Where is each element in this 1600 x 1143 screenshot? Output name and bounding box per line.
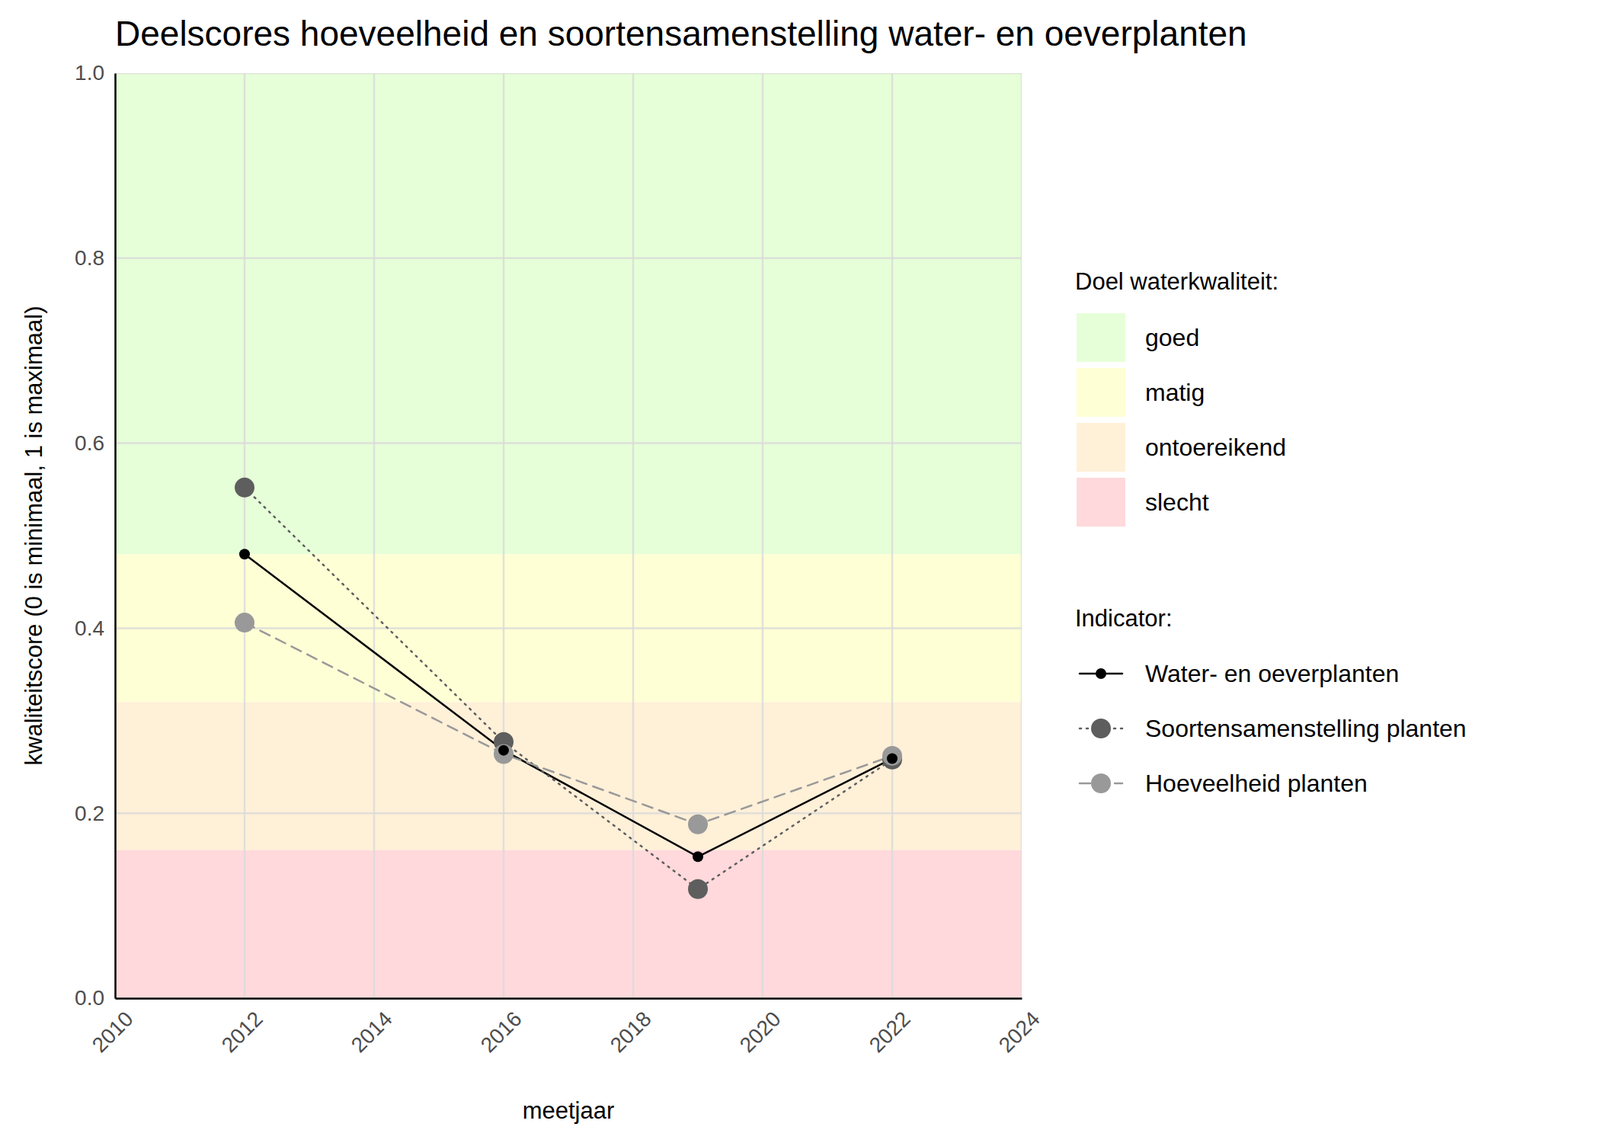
series-point (692, 851, 704, 862)
y-tick-label: 0.0 (74, 985, 105, 1010)
series-point (882, 745, 903, 766)
title: Deelscores hoeveelheid en soortensamenst… (115, 13, 1248, 54)
plot-area (115, 73, 1022, 999)
series-line (244, 487, 893, 890)
band (115, 702, 1022, 851)
series-line (244, 622, 893, 825)
grid (115, 73, 1022, 999)
y-tick: 0.0 (74, 985, 116, 1010)
legend-title: Indicator: (1075, 604, 1173, 632)
grid-line (115, 441, 1022, 445)
x-axis-title: meetjaar (522, 1097, 615, 1124)
y-axis: 0.0 0.2 0.4 0.6 0.8 1.0 (74, 60, 116, 1010)
legend-label: goed (1145, 323, 1200, 352)
y-tick-label: 0.8 (74, 246, 105, 270)
legend-swatch (1076, 313, 1126, 362)
series-point (688, 814, 708, 835)
series-point (234, 477, 255, 498)
grid-line (761, 73, 765, 999)
x-tick: 2020 (735, 998, 786, 1057)
band (115, 553, 1022, 702)
grid-line (243, 73, 247, 999)
grid-line (891, 73, 894, 999)
grid-line (632, 73, 635, 999)
legend-swatch (1076, 368, 1126, 417)
chart: Deelscores hoeveelheid en soortensamenst… (0, 0, 1600, 1143)
x-tick: 2022 (864, 998, 916, 1057)
legend-marker (1095, 668, 1107, 679)
series-point (688, 879, 708, 900)
y-axis-title: kwaliteitscore (0 is minimaal, 1 is maxi… (20, 306, 48, 766)
series-point (498, 745, 509, 756)
y-tick-label: 0.4 (74, 616, 105, 640)
x-tick-label: 2016 (476, 1006, 527, 1057)
legend-marker (1091, 773, 1111, 794)
x-tick: 2024 (994, 998, 1045, 1057)
x-tick-label: 2014 (346, 1006, 397, 1057)
x-tick: 2012 (217, 998, 268, 1057)
legend-label: slecht (1145, 488, 1210, 516)
x-tick: 2018 (605, 998, 656, 1057)
legend-label: Hoeveelheid planten (1145, 769, 1368, 797)
series-point (886, 753, 898, 765)
grid-line (115, 73, 1022, 74)
legend-label: Soortensamenstelling planten (1145, 714, 1467, 743)
legend-marker (1091, 718, 1111, 739)
x-tick: 2014 (346, 998, 397, 1057)
x-axis-line (115, 997, 1023, 1000)
legend: Doel waterkwaliteit: goed matig ontoereiken… (1075, 268, 1467, 797)
y-axis-line (114, 73, 117, 999)
x-axis: 2010 2012 2014 2016 2018 2020 2022 2024 (87, 998, 1045, 1057)
legend-swatch (1076, 477, 1126, 527)
legend-swatch (1076, 422, 1126, 472)
y-tick: 1.0 (74, 60, 116, 85)
grid-line (115, 73, 116, 999)
legend-label: matig (1145, 378, 1205, 407)
grid-line (373, 73, 376, 999)
x-tick-label: 2018 (605, 1006, 656, 1057)
band (115, 850, 1022, 999)
x-tick-label: 2010 (87, 1006, 138, 1057)
x-tick-label: 2024 (994, 1006, 1045, 1057)
y-tick-label: 0.2 (74, 801, 105, 826)
y-tick: 0.2 (74, 801, 116, 826)
x-tick-label: 2012 (217, 1006, 268, 1057)
grid-line (115, 257, 1022, 260)
y-tick: 0.8 (74, 246, 116, 270)
x-tick: 2010 (87, 998, 138, 1057)
series-point (234, 612, 255, 633)
legend-label: Water- en oeverplanten (1145, 659, 1399, 688)
grid-line (115, 812, 1022, 815)
y-tick-label: 0.6 (74, 431, 105, 455)
series-line (244, 553, 893, 857)
grid-line (502, 73, 506, 999)
series-point (239, 548, 250, 560)
y-tick: 0.4 (74, 616, 116, 640)
legend-title: Doel waterkwaliteit: (1075, 268, 1279, 295)
grid-line (1020, 73, 1022, 999)
series-point (493, 744, 514, 765)
legend-label: ontoereikend (1145, 433, 1287, 461)
band (115, 73, 1022, 554)
x-tick-label: 2022 (864, 1006, 916, 1057)
x-tick: 2016 (476, 998, 527, 1057)
y-tick-label: 1.0 (74, 60, 105, 85)
grid-line (115, 997, 1022, 999)
x-tick-label: 2020 (735, 1006, 786, 1057)
y-tick: 0.6 (74, 431, 116, 455)
